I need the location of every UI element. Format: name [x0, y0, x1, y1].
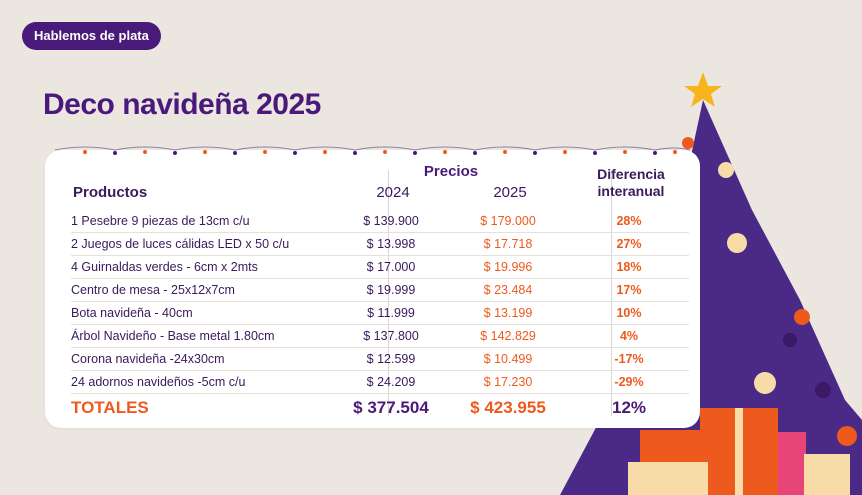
price-2024: $ 137.800 — [363, 329, 419, 343]
ornament — [754, 372, 776, 394]
column-divider — [388, 170, 389, 416]
diff-value: 10% — [616, 306, 642, 320]
product-name: 1 Pesebre 9 piezas de 13cm c/u — [71, 214, 250, 228]
ornament — [794, 309, 810, 325]
table-row: 1 Pesebre 9 piezas de 13cm c/u $ 139.900… — [71, 210, 689, 233]
gift-box — [778, 432, 806, 495]
price-2024: $ 19.999 — [366, 283, 416, 297]
header-precios: Precios — [423, 163, 479, 180]
column-divider — [611, 170, 612, 416]
total-diff: 12% — [611, 398, 647, 417]
ornament — [727, 233, 747, 253]
header-2024: 2024 — [376, 184, 410, 201]
price-2024: $ 139.900 — [363, 214, 419, 228]
header-diferencia: Diferencia interanual — [585, 166, 677, 200]
header-2025: 2025 — [493, 184, 527, 201]
diff-value: 17% — [616, 283, 642, 297]
totals-label: TOTALES — [71, 398, 149, 417]
star-icon — [684, 72, 722, 107]
table-row: Corona navideña -24x30cm $ 12.599 $ 10.4… — [71, 348, 689, 371]
product-name: 2 Juegos de luces cálidas LED x 50 c/u — [71, 237, 290, 251]
table-row: Árbol Navideño - Base metal 1.80cm $ 137… — [71, 325, 689, 348]
table-row: 2 Juegos de luces cálidas LED x 50 c/u $… — [71, 233, 689, 256]
gift-box — [628, 462, 708, 495]
header-diferencia-line1: Diferencia — [597, 166, 665, 182]
diff-value: 28% — [616, 214, 642, 228]
price-2025: $ 17.230 — [483, 375, 533, 389]
product-name: 4 Guirnaldas verdes - 6cm x 2mts — [71, 260, 258, 274]
page-title: Deco navideña 2025 — [43, 88, 321, 121]
table-row: Bota navideña - 40cm $ 11.999 $ 13.199 1… — [71, 302, 689, 325]
table-row: Centro de mesa - 25x12x7cm $ 19.999 $ 23… — [71, 279, 689, 302]
product-name: Centro de mesa - 25x12x7cm — [71, 283, 235, 297]
price-2025: $ 23.484 — [483, 283, 533, 297]
totals-row: TOTALES $ 377.504 $ 423.955 12% — [71, 396, 689, 422]
price-2024: $ 17.000 — [366, 260, 416, 274]
product-name: Bota navideña - 40cm — [71, 306, 193, 320]
diff-value: -17% — [614, 352, 644, 366]
ornament — [783, 333, 797, 347]
price-2025: $ 13.199 — [483, 306, 533, 320]
ornament — [837, 426, 857, 446]
header-diferencia-line2: interanual — [597, 183, 665, 199]
price-2024: $ 11.999 — [367, 306, 415, 320]
table-row: 4 Guirnaldas verdes - 6cm x 2mts $ 17.00… — [71, 256, 689, 279]
diff-value: 4% — [619, 329, 639, 343]
product-name: 24 adornos navideños -5cm c/u — [71, 375, 246, 389]
product-name: Árbol Navideño - Base metal 1.80cm — [71, 329, 275, 343]
header-productos: Productos — [73, 184, 148, 201]
gift-box — [804, 454, 850, 495]
diff-value: 27% — [616, 237, 642, 251]
gift-ribbon — [735, 408, 743, 495]
price-2025: $ 179.000 — [480, 214, 536, 228]
price-2025: $ 17.718 — [483, 237, 533, 251]
price-2024: $ 24.209 — [366, 375, 416, 389]
price-table: Productos Precios 2024 2025 Diferencia i… — [45, 150, 700, 428]
ornament — [682, 137, 694, 149]
total-2025: $ 423.955 — [470, 398, 546, 417]
table-row: 24 adornos navideños -5cm c/u $ 24.209 $… — [71, 371, 689, 394]
price-2025: $ 142.829 — [480, 329, 536, 343]
price-2025: $ 19.996 — [483, 260, 533, 274]
total-2024: $ 377.504 — [353, 398, 429, 417]
price-2024: $ 13.998 — [366, 237, 416, 251]
string-lights-decoration — [54, 146, 691, 155]
price-2024: $ 12.599 — [366, 352, 416, 366]
ornament — [815, 382, 831, 398]
section-badge: Hablemos de plata — [22, 22, 161, 50]
diff-value: 18% — [616, 260, 642, 274]
product-name: Corona navideña -24x30cm — [71, 352, 225, 366]
price-2025: $ 10.499 — [483, 352, 533, 366]
diff-value: -29% — [614, 375, 644, 389]
ornament — [718, 162, 734, 178]
